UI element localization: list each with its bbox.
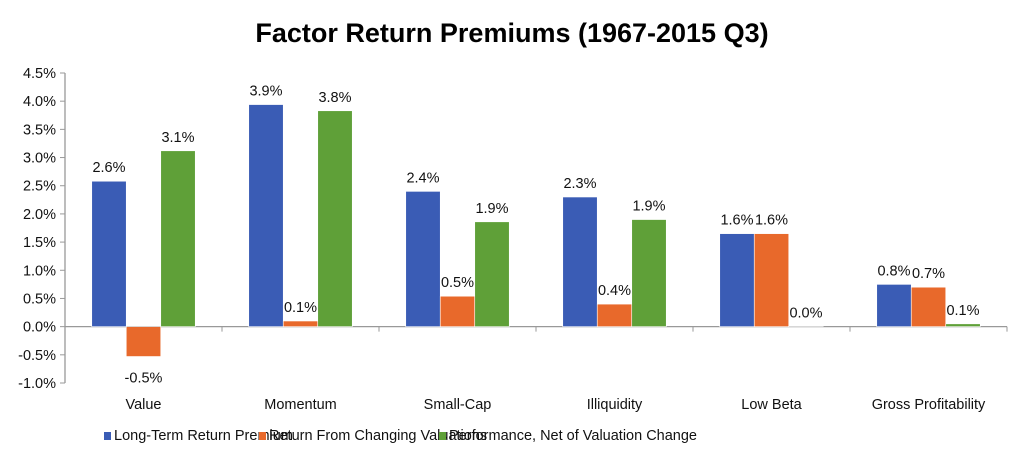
y-tick-label: 4.0% xyxy=(23,94,56,110)
x-tick-label: Momentum xyxy=(264,397,337,413)
bar xyxy=(91,180,127,327)
legend-label: Long-Term Return Premium xyxy=(114,428,293,444)
legend-item-1: Return From Changing Valuations xyxy=(259,428,487,444)
data-label: 3.8% xyxy=(318,90,351,106)
bar xyxy=(439,295,476,327)
data-label: 2.4% xyxy=(406,170,439,186)
data-label: 0.1% xyxy=(946,303,979,319)
bar xyxy=(282,320,319,327)
y-tick-label: 3.5% xyxy=(23,122,56,138)
data-label: 1.9% xyxy=(475,201,508,217)
data-label: 0.0% xyxy=(789,306,822,322)
bar xyxy=(562,196,598,327)
y-tick-label: 2.0% xyxy=(23,207,56,223)
bar xyxy=(474,221,510,327)
data-label: 3.1% xyxy=(161,130,194,146)
legend-label: Performance, Net of Valuation Change xyxy=(449,428,697,444)
bar xyxy=(596,303,633,327)
x-tick-label: Low Beta xyxy=(741,397,802,413)
chart-title: Factor Return Premiums (1967-2015 Q3) xyxy=(255,18,769,48)
data-label: 0.4% xyxy=(598,283,631,299)
data-label: 2.3% xyxy=(563,176,596,192)
y-tick-label: 3.0% xyxy=(23,151,56,167)
data-label: 1.9% xyxy=(632,199,665,215)
data-label: 1.6% xyxy=(755,213,788,229)
bar xyxy=(945,323,981,327)
bar xyxy=(753,233,790,327)
legend-label: Return From Changing Valuations xyxy=(269,428,488,444)
bar xyxy=(910,286,947,327)
y-tick-label: 0.0% xyxy=(23,320,56,336)
data-label: 3.9% xyxy=(249,84,282,100)
legend-item-0: Long-Term Return Premium xyxy=(104,428,293,444)
legend-swatch xyxy=(439,432,446,440)
data-label: 0.7% xyxy=(912,266,945,282)
y-tick-label: 4.5% xyxy=(23,66,56,82)
x-tick-label: Illiquidity xyxy=(587,397,643,413)
data-label: 2.6% xyxy=(92,160,125,176)
legend-swatch xyxy=(259,432,266,440)
bar xyxy=(317,110,353,327)
data-label: 0.1% xyxy=(284,300,317,316)
bar xyxy=(248,104,284,327)
y-tick-label: 1.5% xyxy=(23,235,56,251)
bar xyxy=(631,219,667,327)
x-tick-label: Value xyxy=(125,397,161,413)
y-tick-label: 0.5% xyxy=(23,291,56,307)
y-tick-label: -1.0% xyxy=(18,376,56,392)
bar xyxy=(876,284,912,327)
data-label: 1.6% xyxy=(720,213,753,229)
bar xyxy=(160,150,196,327)
x-tick-label: Small-Cap xyxy=(424,397,492,413)
bar xyxy=(125,326,162,357)
legend-swatch xyxy=(104,432,111,440)
x-tick-label: Gross Profitability xyxy=(872,397,986,413)
data-label: -0.5% xyxy=(125,371,163,387)
y-tick-label: 1.0% xyxy=(23,263,56,279)
legend-item-2: Performance, Net of Valuation Change xyxy=(439,428,697,444)
data-label: 0.5% xyxy=(441,275,474,291)
y-tick-label: 2.5% xyxy=(23,179,56,195)
bar xyxy=(405,191,441,327)
bar xyxy=(719,233,755,327)
y-tick-label: -0.5% xyxy=(18,348,56,364)
data-label: 0.8% xyxy=(877,263,910,279)
